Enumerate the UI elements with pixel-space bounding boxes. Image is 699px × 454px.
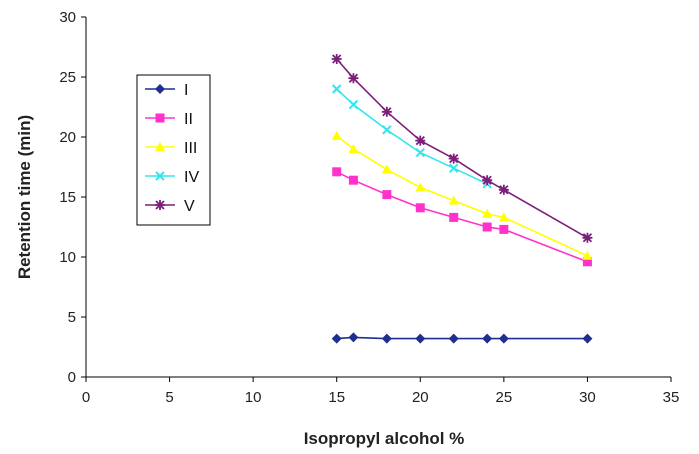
legend-item-v: V — [145, 198, 195, 215]
data-point — [498, 184, 509, 195]
x-axis-title: Isopropyl alcohol % — [304, 429, 465, 448]
legend-marker — [155, 171, 165, 181]
data-point — [415, 135, 426, 146]
x-tick-label: 30 — [579, 389, 596, 406]
series-v — [331, 54, 593, 243]
data-point — [582, 232, 593, 243]
series-line — [336, 336, 588, 340]
series-i — [331, 332, 593, 344]
data-point — [331, 130, 342, 140]
legend-marker — [155, 84, 165, 94]
y-tick-label: 15 — [59, 189, 76, 206]
legend-label: II — [184, 111, 193, 128]
data-point — [382, 125, 392, 135]
legend-label: IV — [184, 169, 199, 186]
x-tick-label: 15 — [328, 389, 345, 406]
data-point — [348, 144, 359, 153]
data-point — [415, 203, 425, 213]
legend-item-iii: III — [145, 140, 197, 157]
data-point — [448, 333, 459, 344]
data-point — [348, 332, 359, 343]
data-point — [415, 147, 425, 158]
data-point — [348, 99, 359, 110]
data-point — [381, 164, 392, 174]
y-tick-label: 20 — [59, 129, 76, 146]
legend-item-ii: II — [145, 111, 193, 128]
y-tick-label: 5 — [68, 309, 76, 326]
data-point — [381, 333, 392, 344]
x-tick-label: 25 — [496, 389, 513, 406]
data-point — [482, 175, 493, 186]
data-point — [415, 182, 426, 192]
y-tick-label: 10 — [59, 249, 76, 266]
legend-marker — [155, 113, 165, 123]
x-tick-label: 20 — [412, 389, 429, 406]
x-ticks: 0 5 10 15 20 25 30 35 — [82, 377, 680, 406]
series-iii — [331, 130, 593, 260]
data-point — [582, 257, 592, 267]
data-point — [448, 195, 459, 205]
data-point — [499, 224, 509, 234]
series-layer — [331, 54, 593, 344]
data-point — [482, 222, 492, 232]
data-point — [482, 208, 493, 218]
data-point — [498, 333, 509, 344]
x-tick-label: 10 — [245, 389, 262, 406]
y-tick-label: 30 — [59, 9, 76, 26]
y-tick-label: 25 — [59, 69, 76, 86]
legend-label: III — [184, 140, 197, 157]
y-tick-label: 0 — [68, 369, 76, 386]
legend-box — [136, 74, 211, 226]
legend-marker — [155, 142, 165, 151]
y-axis-title: Retention time (min) — [15, 115, 34, 279]
data-point — [331, 333, 342, 344]
series-iv — [332, 84, 492, 189]
legend-item-iv: IV — [145, 169, 199, 186]
data-point — [448, 153, 459, 164]
x-tick-label: 5 — [165, 389, 173, 406]
series-line — [336, 58, 588, 239]
data-point — [449, 212, 459, 222]
data-point — [449, 163, 459, 173]
x-tick-label: 0 — [82, 389, 90, 406]
legend-label: V — [184, 198, 195, 215]
data-point — [348, 73, 359, 84]
data-point — [582, 333, 593, 344]
y-ticks: 0 5 10 15 20 25 30 — [59, 9, 86, 386]
data-point — [415, 333, 426, 344]
data-point — [348, 175, 358, 185]
data-point — [381, 106, 392, 117]
legend-marker — [155, 200, 165, 210]
data-point — [482, 333, 493, 344]
x-tick-label: 35 — [663, 389, 680, 406]
legend-label: I — [184, 82, 188, 99]
series-line — [336, 88, 488, 185]
data-point — [331, 54, 342, 64]
data-point — [382, 190, 392, 200]
data-point — [582, 250, 593, 260]
series-ii — [332, 167, 592, 267]
legend-item-i: I — [145, 82, 188, 99]
data-point — [332, 167, 342, 177]
series-line — [336, 135, 588, 257]
data-point — [498, 212, 509, 222]
data-point — [332, 84, 342, 94]
